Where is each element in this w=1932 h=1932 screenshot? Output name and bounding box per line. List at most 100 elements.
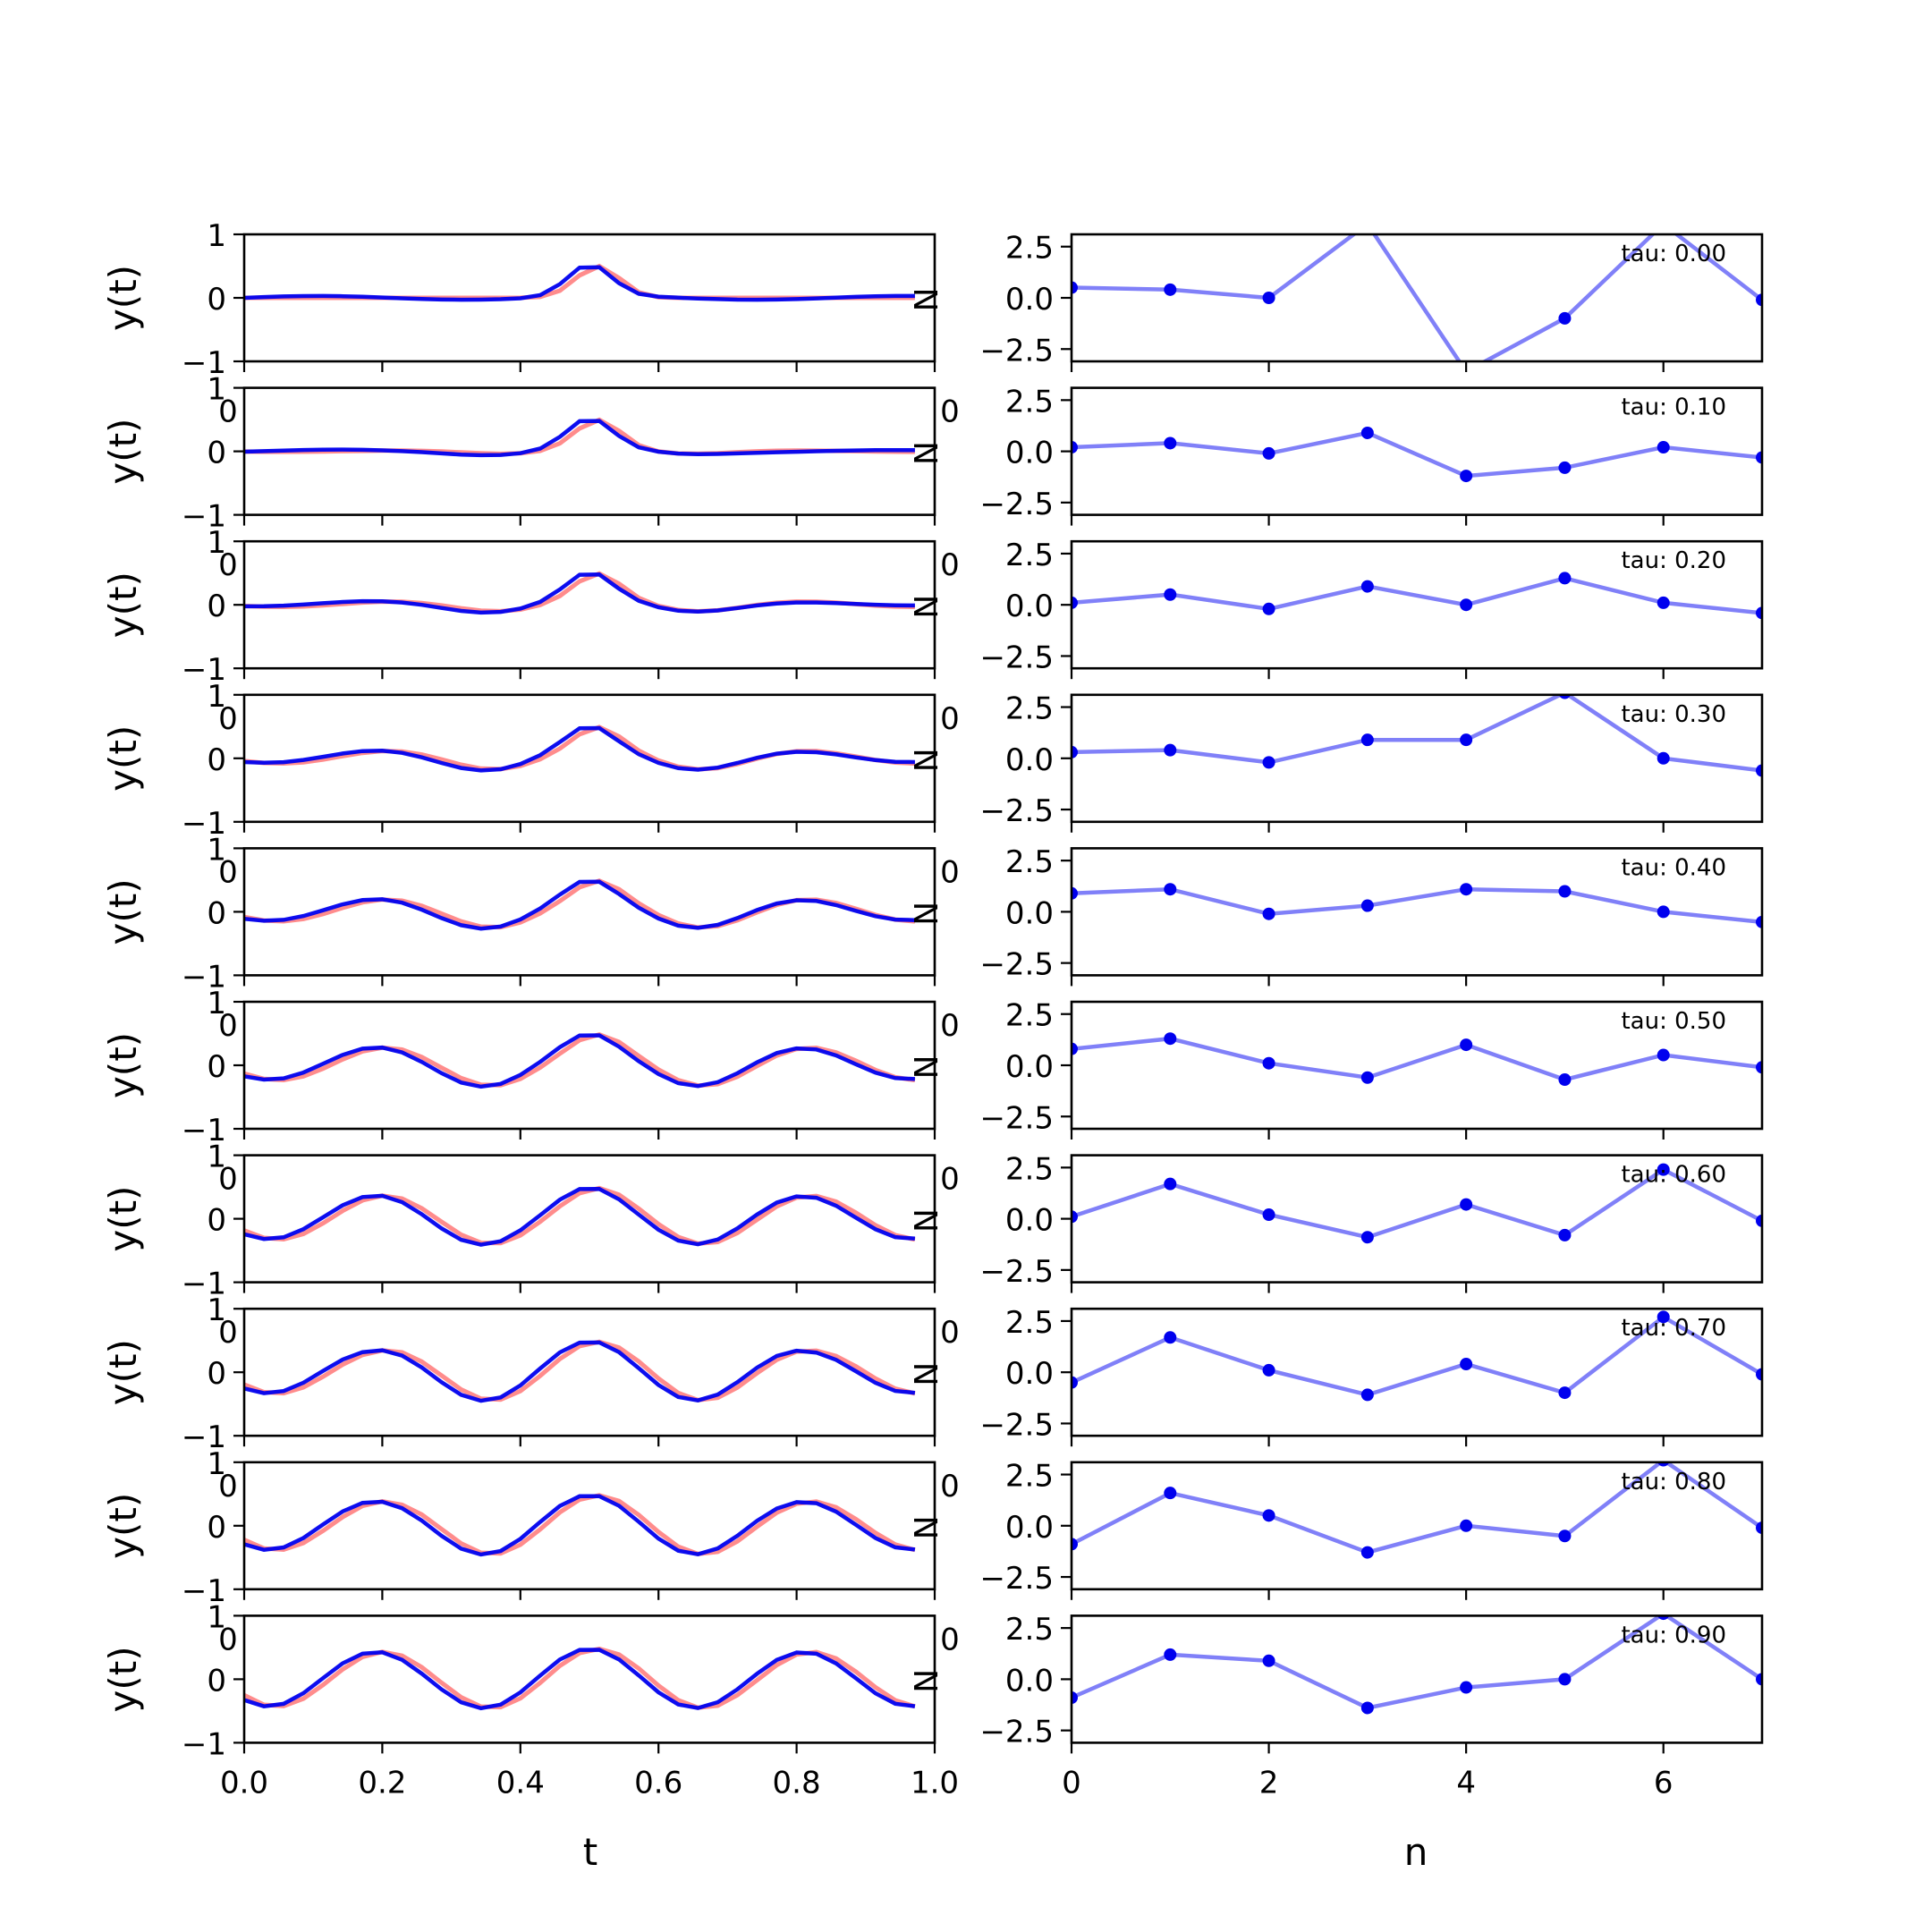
coefficient-line-8: [1072, 1462, 1762, 1555]
right-ytick-label-7-2: 2.5: [1005, 1305, 1054, 1341]
right-x-axis-label: n: [1404, 1830, 1428, 1874]
left-y-axis-label-8: y(t): [101, 1493, 145, 1559]
coefficient-point-1-3: [1360, 426, 1374, 439]
left-plot-area-0: [244, 263, 915, 302]
coefficient-point-4-4: [1460, 883, 1473, 896]
left-ytick-label-9-0: −1: [182, 1726, 226, 1762]
left-y-axis-label-3: y(t): [101, 725, 145, 792]
left-ytick-label-9-1: 0: [207, 1663, 226, 1699]
tau-label-4: tau: 0.40: [1621, 854, 1726, 881]
left-ytick-label-6-1: 0: [207, 1203, 226, 1239]
coefficient-point-5-6: [1657, 1048, 1670, 1062]
right-panel-9: −2.5 0.0 2.5 0 2 4 6 tau: 0.90: [979, 1612, 1764, 1801]
left-ytick-label-2-2: 1: [207, 525, 226, 561]
coefficient-point-5-0: [1072, 1042, 1078, 1055]
coefficient-line-9: [1072, 1615, 1762, 1710]
left-ytick-label-1-1: 0: [207, 436, 226, 471]
left-ytick-label-7-1: 0: [207, 1356, 226, 1392]
panel-edge-label-8: N: [906, 1515, 943, 1539]
coefficient-point-2-0: [1072, 596, 1078, 609]
stray-label-mid-1: 0: [940, 394, 960, 430]
coefficient-point-8-4: [1460, 1519, 1473, 1532]
right-ytick-label-1-0: −2.5: [979, 487, 1054, 522]
tau-label-8: tau: 0.80: [1621, 1469, 1726, 1496]
right-ytick-label-1-2: 2.5: [1005, 384, 1054, 419]
coefficient-point-2-1: [1164, 588, 1177, 601]
coefficient-point-3-2: [1262, 756, 1275, 769]
panel-edge-label-4: N: [906, 902, 943, 926]
right-plot-area-1: [1072, 426, 1762, 483]
coefficient-point-6-1: [1164, 1177, 1177, 1191]
panel-edge-label-1: N: [906, 441, 943, 465]
left-ytick-label-7-0: −1: [182, 1419, 226, 1455]
left-ytick-label-4-0: −1: [182, 959, 226, 995]
left-xtick-label-4: 0.8: [773, 1765, 821, 1801]
coefficient-point-3-4: [1460, 733, 1473, 747]
tau-label-1: tau: 0.10: [1621, 394, 1726, 421]
left-panel-0: −1 0 1 y(t) N: [101, 218, 943, 381]
coefficient-point-1-0: [1072, 441, 1078, 454]
model-curve-7: [244, 1340, 916, 1403]
stray-label-left-3: 0: [218, 701, 238, 737]
panel-edge-label-5: N: [906, 1055, 943, 1080]
left-plot-area-4: [244, 878, 916, 931]
coefficient-point-7-3: [1360, 1388, 1374, 1402]
coefficient-point-2-5: [1558, 572, 1572, 585]
coefficient-point-6-3: [1360, 1231, 1374, 1244]
right-panel-7: −2.5 0.0 2.5 tau: 0.70: [979, 1305, 1764, 1447]
stray-label-left-4: 0: [218, 854, 238, 890]
right-ytick-label-9-1: 0.0: [1005, 1663, 1054, 1699]
left-xtick-label-2: 0.4: [496, 1765, 545, 1801]
right-ytick-label-1-1: 0.0: [1005, 436, 1054, 471]
left-ytick-label-8-0: −1: [182, 1573, 226, 1609]
left-ytick-label-3-1: 0: [207, 742, 226, 778]
coefficient-point-4-1: [1164, 883, 1177, 896]
left-y-axis-label-4: y(t): [101, 878, 145, 945]
coefficient-point-9-2: [1262, 1654, 1275, 1667]
right-xtick-label-2: 4: [1456, 1765, 1476, 1801]
left-ytick-label-0-0: −1: [182, 345, 226, 381]
coefficient-point-7-2: [1262, 1363, 1275, 1377]
coefficient-point-4-2: [1262, 907, 1275, 920]
model-curve-8: [244, 1494, 916, 1557]
coefficient-point-2-6: [1657, 596, 1670, 609]
right-panel-1: −2.5 0.0 2.5 tau: 0.10: [979, 384, 1764, 526]
coefficient-point-3-1: [1164, 743, 1177, 757]
left-ytick-label-0-2: 1: [207, 218, 226, 254]
left-y-axis-label-9: y(t): [101, 1646, 145, 1712]
right-ytick-label-8-1: 0.0: [1005, 1510, 1054, 1546]
left-plot-area-7: [244, 1339, 916, 1403]
right-panel-5: −2.5 0.0 2.5 tau: 0.50: [979, 998, 1764, 1140]
left-ytick-label-8-2: 1: [207, 1446, 226, 1482]
coefficient-point-8-3: [1360, 1546, 1374, 1559]
right-plot-area-5: [1072, 1032, 1762, 1087]
right-ytick-label-7-0: −2.5: [979, 1407, 1054, 1443]
left-xtick-label-1: 0.2: [358, 1765, 406, 1801]
coefficient-point-9-0: [1072, 1691, 1078, 1705]
stray-label-mid-8: 0: [940, 1469, 960, 1504]
coefficient-point-2-4: [1460, 598, 1473, 612]
left-y-axis-label-5: y(t): [101, 1032, 145, 1098]
right-plot-area-6: [1072, 1163, 1762, 1244]
left-ytick-label-0-1: 0: [207, 282, 226, 318]
right-ytick-label-5-1: 0.0: [1005, 1049, 1054, 1085]
coefficient-point-3-7: [1756, 764, 1762, 777]
coefficient-point-5-2: [1262, 1056, 1275, 1070]
model-curve-6: [244, 1186, 916, 1247]
coefficient-point-5-4: [1460, 1038, 1473, 1052]
left-ytick-label-7-2: 1: [207, 1292, 226, 1328]
coefficient-point-0-0: [1072, 281, 1078, 294]
left-plot-area-3: [244, 724, 916, 773]
panel-row-0: −1 0 1 y(t) N −2.5 0.0 2.5 tau: 0.00: [101, 218, 1764, 381]
coefficient-point-1-5: [1558, 461, 1572, 474]
model-curve-3: [244, 725, 915, 773]
coefficient-point-4-5: [1558, 885, 1572, 898]
